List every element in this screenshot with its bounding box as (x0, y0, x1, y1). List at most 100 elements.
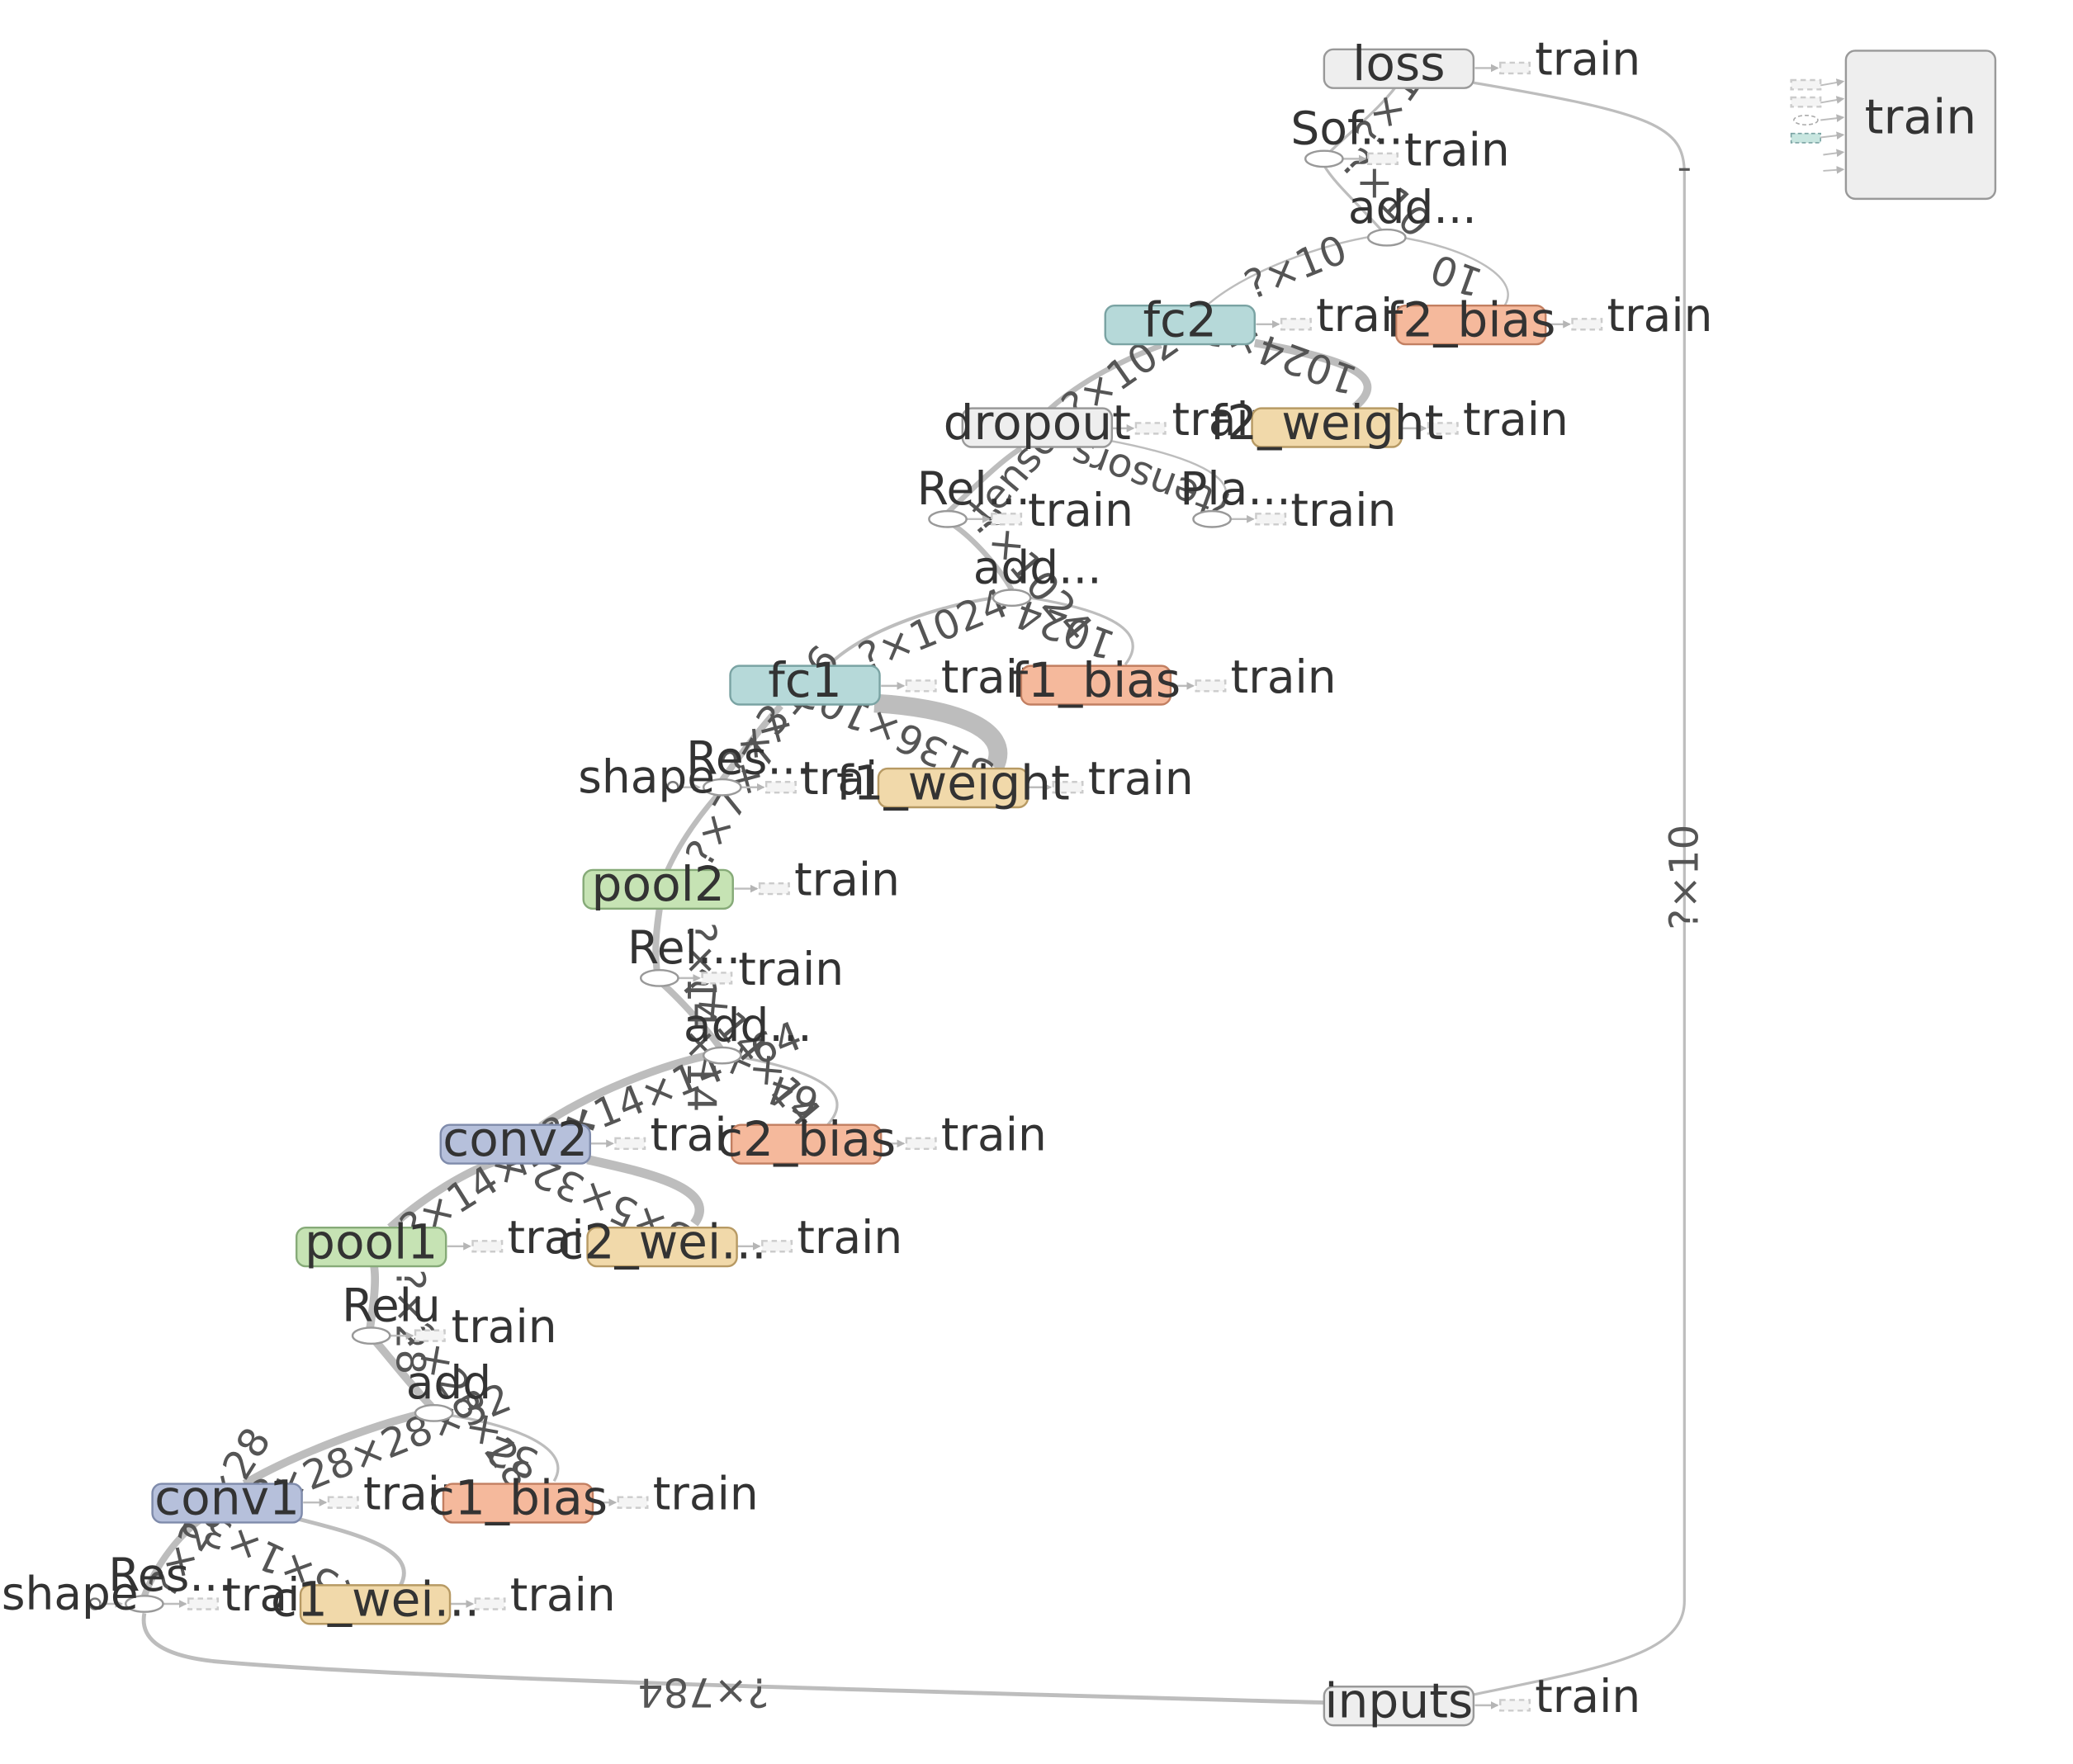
node-f2-weight[interactable]: f2_weight (1210, 395, 1444, 451)
node-f2-bias[interactable]: f2_bias (1386, 291, 1556, 348)
train-hook-f1bias[interactable]: train (1170, 650, 1337, 703)
svg-text:f2_bias: f2_bias (1386, 291, 1556, 348)
svg-text:Relu: Relu (342, 1279, 441, 1331)
node-c1-bias[interactable]: c1_bias (428, 1470, 608, 1526)
train-hook-rel-fc[interactable]: train (966, 484, 1134, 537)
train-hook-loss[interactable]: train (1474, 33, 1641, 86)
svg-text:conv2: conv2 (443, 1111, 588, 1167)
svg-text:train: train (1028, 484, 1134, 537)
svg-text:Res...: Res... (108, 1549, 233, 1601)
svg-text:c1_wei...: c1_wei... (271, 1572, 480, 1628)
node-f1-weight[interactable]: f1_weight (836, 754, 1070, 811)
op-pla[interactable]: Pla... (1180, 462, 1291, 528)
svg-text:shape: shape (578, 750, 715, 803)
edge-add-rel-pool2 (660, 981, 724, 1051)
svg-text:loss: loss (1352, 35, 1445, 92)
op-add-conv2[interactable]: add... (684, 999, 812, 1065)
svg-text:c2_bias: c2_bias (717, 1111, 896, 1167)
op-add-fc2[interactable]: add... (1348, 181, 1477, 247)
node-loss[interactable]: loss (1323, 35, 1475, 92)
edge-c2bias-add (731, 1054, 839, 1126)
node-c2-wei[interactable]: c2_wei... (557, 1213, 766, 1270)
node-f1-bias[interactable]: f1_bias (1011, 652, 1181, 708)
train-hook-rel-pool2[interactable]: train (676, 943, 844, 996)
train-hook-c2bias[interactable]: train (881, 1108, 1047, 1161)
edge-res-fc1 (717, 703, 783, 784)
svg-text:train: train (1290, 484, 1396, 537)
edge-conv1-add (242, 1409, 426, 1487)
edge-fc2-add (1205, 234, 1384, 308)
svg-text:fc1: fc1 (768, 652, 842, 708)
svg-text:train: train (1865, 89, 1976, 145)
node-conv2[interactable]: conv2 (439, 1111, 591, 1167)
svg-text:train: train (1535, 1670, 1640, 1723)
svg-text:Sof...: Sof... (1290, 102, 1403, 155)
train-hook-f1weight[interactable]: train (1027, 752, 1194, 805)
edge-f1bias-add (1020, 594, 1134, 666)
edge-f1w-fc1 (873, 693, 1008, 772)
op-add-conv1[interactable]: add (406, 1356, 491, 1422)
aux-train-inputs (1790, 78, 1845, 174)
train-hooks: train train train train train train trai… (163, 33, 1713, 1723)
aux-train-group[interactable]: train (1790, 50, 1997, 201)
op-rel-pool2[interactable]: Rel... (627, 921, 741, 987)
svg-text:train: train (1463, 393, 1569, 446)
node-conv1[interactable]: conv1 (151, 1470, 303, 1526)
train-hook-pla[interactable]: train (1230, 484, 1397, 537)
train-hook-f2weight[interactable]: train (1403, 393, 1569, 446)
train-hook-c2wei[interactable]: train (736, 1211, 903, 1264)
svg-text:f1_bias: f1_bias (1011, 652, 1181, 708)
edge-dropout-fc2 (1047, 343, 1162, 412)
svg-text:train: train (653, 1467, 759, 1520)
svg-text:train: train (941, 1108, 1047, 1161)
op-res-fc[interactable]: Res... (686, 732, 811, 797)
op-shape-in[interactable]: shape (2, 1567, 139, 1620)
node-pool2[interactable]: pool2 (582, 856, 734, 912)
edge-res-conv1 (141, 1516, 203, 1597)
svg-text:train: train (1088, 752, 1194, 805)
train-hook-relu[interactable]: train (390, 1300, 557, 1353)
train-hook-sof[interactable]: train (1342, 123, 1510, 176)
edge-c2w-conv2 (586, 1155, 704, 1227)
svg-text:add: add (406, 1356, 491, 1409)
op-add-fc1[interactable]: add... (973, 541, 1102, 608)
edge-add-relu (372, 1338, 434, 1410)
op-res-in[interactable]: Res... (108, 1549, 233, 1613)
node-pool1[interactable]: pool1 (295, 1213, 447, 1270)
edge-fc1-add (826, 594, 1005, 668)
edge-f2bias-add (1393, 234, 1509, 310)
train-hook-f2bias[interactable]: train (1546, 289, 1713, 342)
op-shape-fc[interactable]: shape (578, 750, 715, 803)
node-fc2[interactable]: fc2 (1104, 291, 1257, 348)
edge-label-inputs-loss: ?×10 (1661, 825, 1707, 930)
svg-text:f1_weight: f1_weight (836, 754, 1070, 811)
op-nodes: Sof... add... Rel... Pla... add... Res..… (2, 102, 1477, 1620)
edge-pla-dropout (1107, 439, 1228, 513)
train-hook-inputs[interactable]: train (1474, 1670, 1641, 1723)
op-sof[interactable]: Sof... (1290, 102, 1403, 168)
train-hook-pool2[interactable]: train (734, 854, 900, 906)
op-relu-conv1[interactable]: Relu (342, 1279, 441, 1345)
edge-pool1-conv2 (387, 1158, 496, 1231)
edge-label-inputs-res: ?×784 (637, 1669, 769, 1715)
edge-rel-pool2 (652, 908, 663, 971)
svg-text:pool1: pool1 (305, 1213, 438, 1270)
svg-text:fc2: fc2 (1143, 291, 1218, 348)
svg-text:c2_wei...: c2_wei... (557, 1213, 766, 1270)
train-hook-c1wei[interactable]: train (450, 1568, 616, 1621)
node-c2-bias[interactable]: c2_bias (717, 1111, 896, 1167)
node-c1-wei[interactable]: c1_wei... (271, 1572, 480, 1628)
edge-label-rel-pool2: ?×14×14 (678, 922, 724, 1112)
op-rel-fc[interactable]: Rel... (917, 462, 1030, 528)
node-dropout[interactable]: dropout (944, 395, 1131, 451)
train-hook-c1bias[interactable]: train (593, 1467, 759, 1520)
svg-text:shape: shape (2, 1567, 139, 1620)
svg-text:conv1: conv1 (154, 1470, 300, 1526)
svg-text:f2_weight: f2_weight (1210, 395, 1444, 451)
node-fc1[interactable]: fc1 (729, 652, 881, 708)
edge-c1w-conv1 (296, 1516, 406, 1587)
svg-text:train: train (510, 1568, 616, 1621)
node-inputs[interactable]: inputs (1323, 1672, 1475, 1729)
edge-pool2-res (665, 792, 721, 872)
